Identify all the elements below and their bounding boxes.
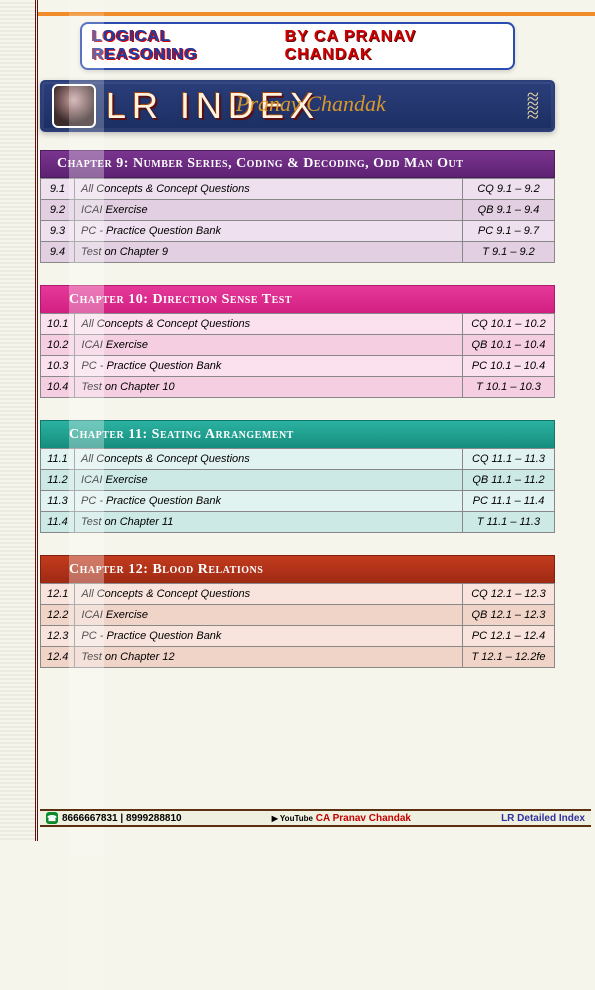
footer-index-label: LR Detailed Index [501,813,585,824]
table-row: 10.1All Concepts & Concept QuestionsCQ 1… [41,314,555,335]
wave-icon: ≈≈≈ [527,93,539,119]
phone-numbers: 8666667831 | 8999288810 [62,813,182,824]
row-range: PC 10.1 – 10.4 [463,356,555,377]
row-desc: PC - Practice Question Bank [75,221,463,242]
chapters-container: Chapter 9: Number Series, Coding & Decod… [40,150,555,668]
row-desc: PC - Practice Question Bank [75,356,463,377]
chapter-table: 9.1All Concepts & Concept QuestionsCQ 9.… [40,178,555,263]
footer-phones: ☎ 8666667831 | 8999288810 [46,812,182,824]
phone-icon: ☎ [46,812,58,824]
row-desc: ICAI Exercise [75,335,463,356]
table-row: 11.1All Concepts & Concept QuestionsCQ 1… [41,449,555,470]
row-range: QB 9.1 – 9.4 [463,200,555,221]
row-desc: ICAI Exercise [75,200,463,221]
table-row: 9.4Test on Chapter 9T 9.1 – 9.2 [41,242,555,263]
row-desc: All Concepts & Concept Questions [75,179,463,200]
row-range: CQ 11.1 – 11.3 [463,449,555,470]
row-desc: Test on Chapter 11 [75,512,463,533]
chapter-header: Chapter 10: Direction Sense Test [40,285,555,313]
chapter-block: Chapter 11: Seating Arrangement11.1All C… [40,420,555,533]
lr-index-title: LR INDEX Pranav Chandak [106,85,320,127]
table-row: 12.4Test on Chapter 12T 12.1 – 12.2fe [41,647,555,668]
row-range: T 9.1 – 9.2 [463,242,555,263]
title-band: LR INDEX Pranav Chandak ≈≈≈ [40,80,555,132]
row-desc: All Concepts & Concept Questions [75,584,463,605]
row-range: T 10.1 – 10.3 [463,377,555,398]
table-row: 9.3PC - Practice Question BankPC 9.1 – 9… [41,221,555,242]
chapter-header: Chapter 11: Seating Arrangement [40,420,555,448]
row-desc: ICAI Exercise [75,605,463,626]
footer: ☎ 8666667831 | 8999288810 ▶ YouTube CA P… [40,809,591,827]
row-range: T 11.1 – 11.3 [463,512,555,533]
table-row: 11.4Test on Chapter 11T 11.1 – 11.3 [41,512,555,533]
table-row: 9.2ICAI ExerciseQB 9.1 – 9.4 [41,200,555,221]
chapter-table: 12.1All Concepts & Concept QuestionsCQ 1… [40,583,555,668]
header-line2: BY CA PRANAV CHANDAK [285,28,503,64]
chapter-block: Chapter 10: Direction Sense Test10.1All … [40,285,555,398]
table-row: 10.3PC - Practice Question BankPC 10.1 –… [41,356,555,377]
row-desc: All Concepts & Concept Questions [75,314,463,335]
row-range: CQ 9.1 – 9.2 [463,179,555,200]
row-range: CQ 12.1 – 12.3 [463,584,555,605]
row-desc: Test on Chapter 12 [75,647,463,668]
row-range: QB 11.1 – 11.2 [463,470,555,491]
row-desc: PC - Practice Question Bank [75,491,463,512]
page: LOGICAL REASONING BY CA PRANAV CHANDAK L… [0,0,595,841]
row-range: QB 12.1 – 12.3 [463,605,555,626]
top-deco-bar [38,12,595,16]
row-range: CQ 10.1 – 10.2 [463,314,555,335]
row-range: T 12.1 – 12.2fe [463,647,555,668]
youtube-prefix: ▶ YouTube [272,814,313,823]
row-desc: PC - Practice Question Bank [75,626,463,647]
table-row: 10.2ICAI ExerciseQB 10.1 – 10.4 [41,335,555,356]
youtube-name: CA Pranav Chandak [316,813,411,824]
table-row: 12.3PC - Practice Question BankPC 12.1 –… [41,626,555,647]
chapter-table: 11.1All Concepts & Concept QuestionsCQ 1… [40,448,555,533]
chapter-block: Chapter 9: Number Series, Coding & Decod… [40,150,555,263]
row-range: PC 12.1 – 12.4 [463,626,555,647]
header-strip: LOGICAL REASONING BY CA PRANAV CHANDAK [80,22,515,70]
chapter-table: 10.1All Concepts & Concept QuestionsCQ 1… [40,313,555,398]
row-range: PC 9.1 – 9.7 [463,221,555,242]
chapter-header: Chapter 12: Blood Relations [40,555,555,583]
table-row: 11.2ICAI ExerciseQB 11.1 – 11.2 [41,470,555,491]
row-range: QB 10.1 – 10.4 [463,335,555,356]
row-desc: All Concepts & Concept Questions [75,449,463,470]
chapter-header: Chapter 9: Number Series, Coding & Decod… [40,150,555,178]
row-desc: Test on Chapter 10 [75,377,463,398]
table-row: 11.3PC - Practice Question BankPC 11.1 –… [41,491,555,512]
table-row: 10.4Test on Chapter 10T 10.1 – 10.3 [41,377,555,398]
table-row: 12.2ICAI ExerciseQB 12.1 – 12.3 [41,605,555,626]
table-row: 9.1All Concepts & Concept QuestionsCQ 9.… [41,179,555,200]
chapter-block: Chapter 12: Blood Relations12.1All Conce… [40,555,555,668]
row-desc: Test on Chapter 9 [75,242,463,263]
header-line1: LOGICAL REASONING [92,28,277,64]
footer-youtube: ▶ YouTube CA Pranav Chandak [272,813,411,824]
table-row: 12.1All Concepts & Concept QuestionsCQ 1… [41,584,555,605]
row-desc: ICAI Exercise [75,470,463,491]
row-range: PC 11.1 – 11.4 [463,491,555,512]
signature: Pranav Chandak [236,91,386,117]
